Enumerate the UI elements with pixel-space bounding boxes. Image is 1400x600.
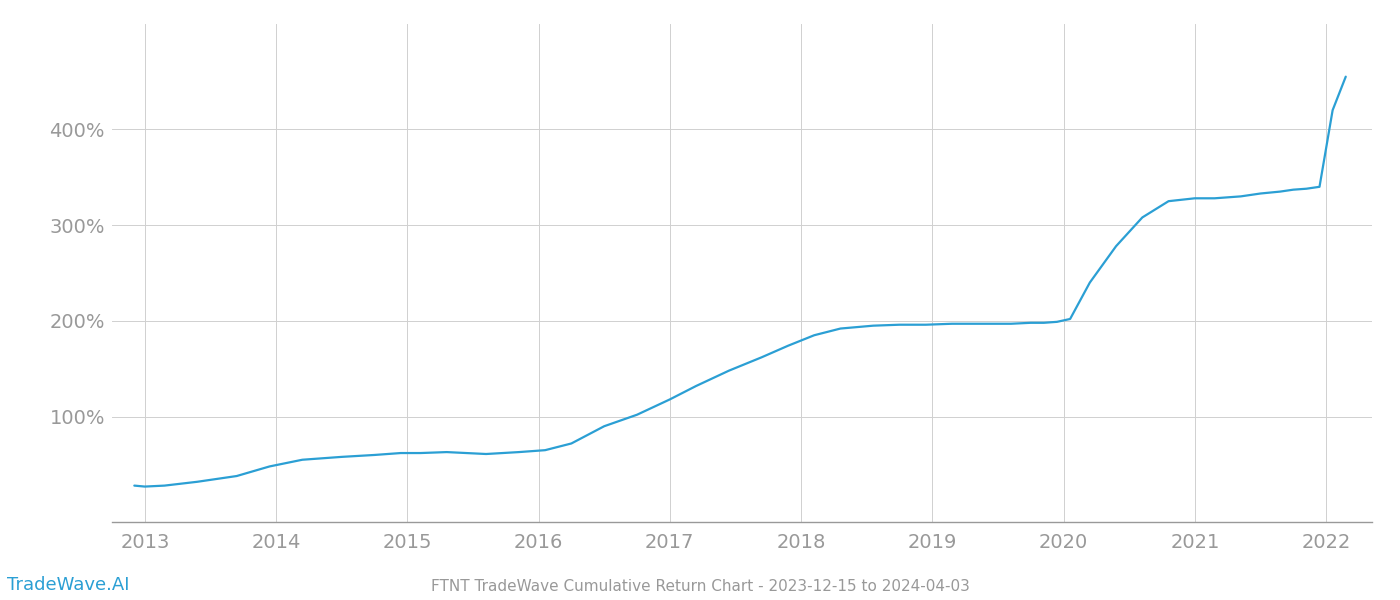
Text: FTNT TradeWave Cumulative Return Chart - 2023-12-15 to 2024-04-03: FTNT TradeWave Cumulative Return Chart -… (431, 579, 969, 594)
Text: TradeWave.AI: TradeWave.AI (7, 576, 129, 594)
